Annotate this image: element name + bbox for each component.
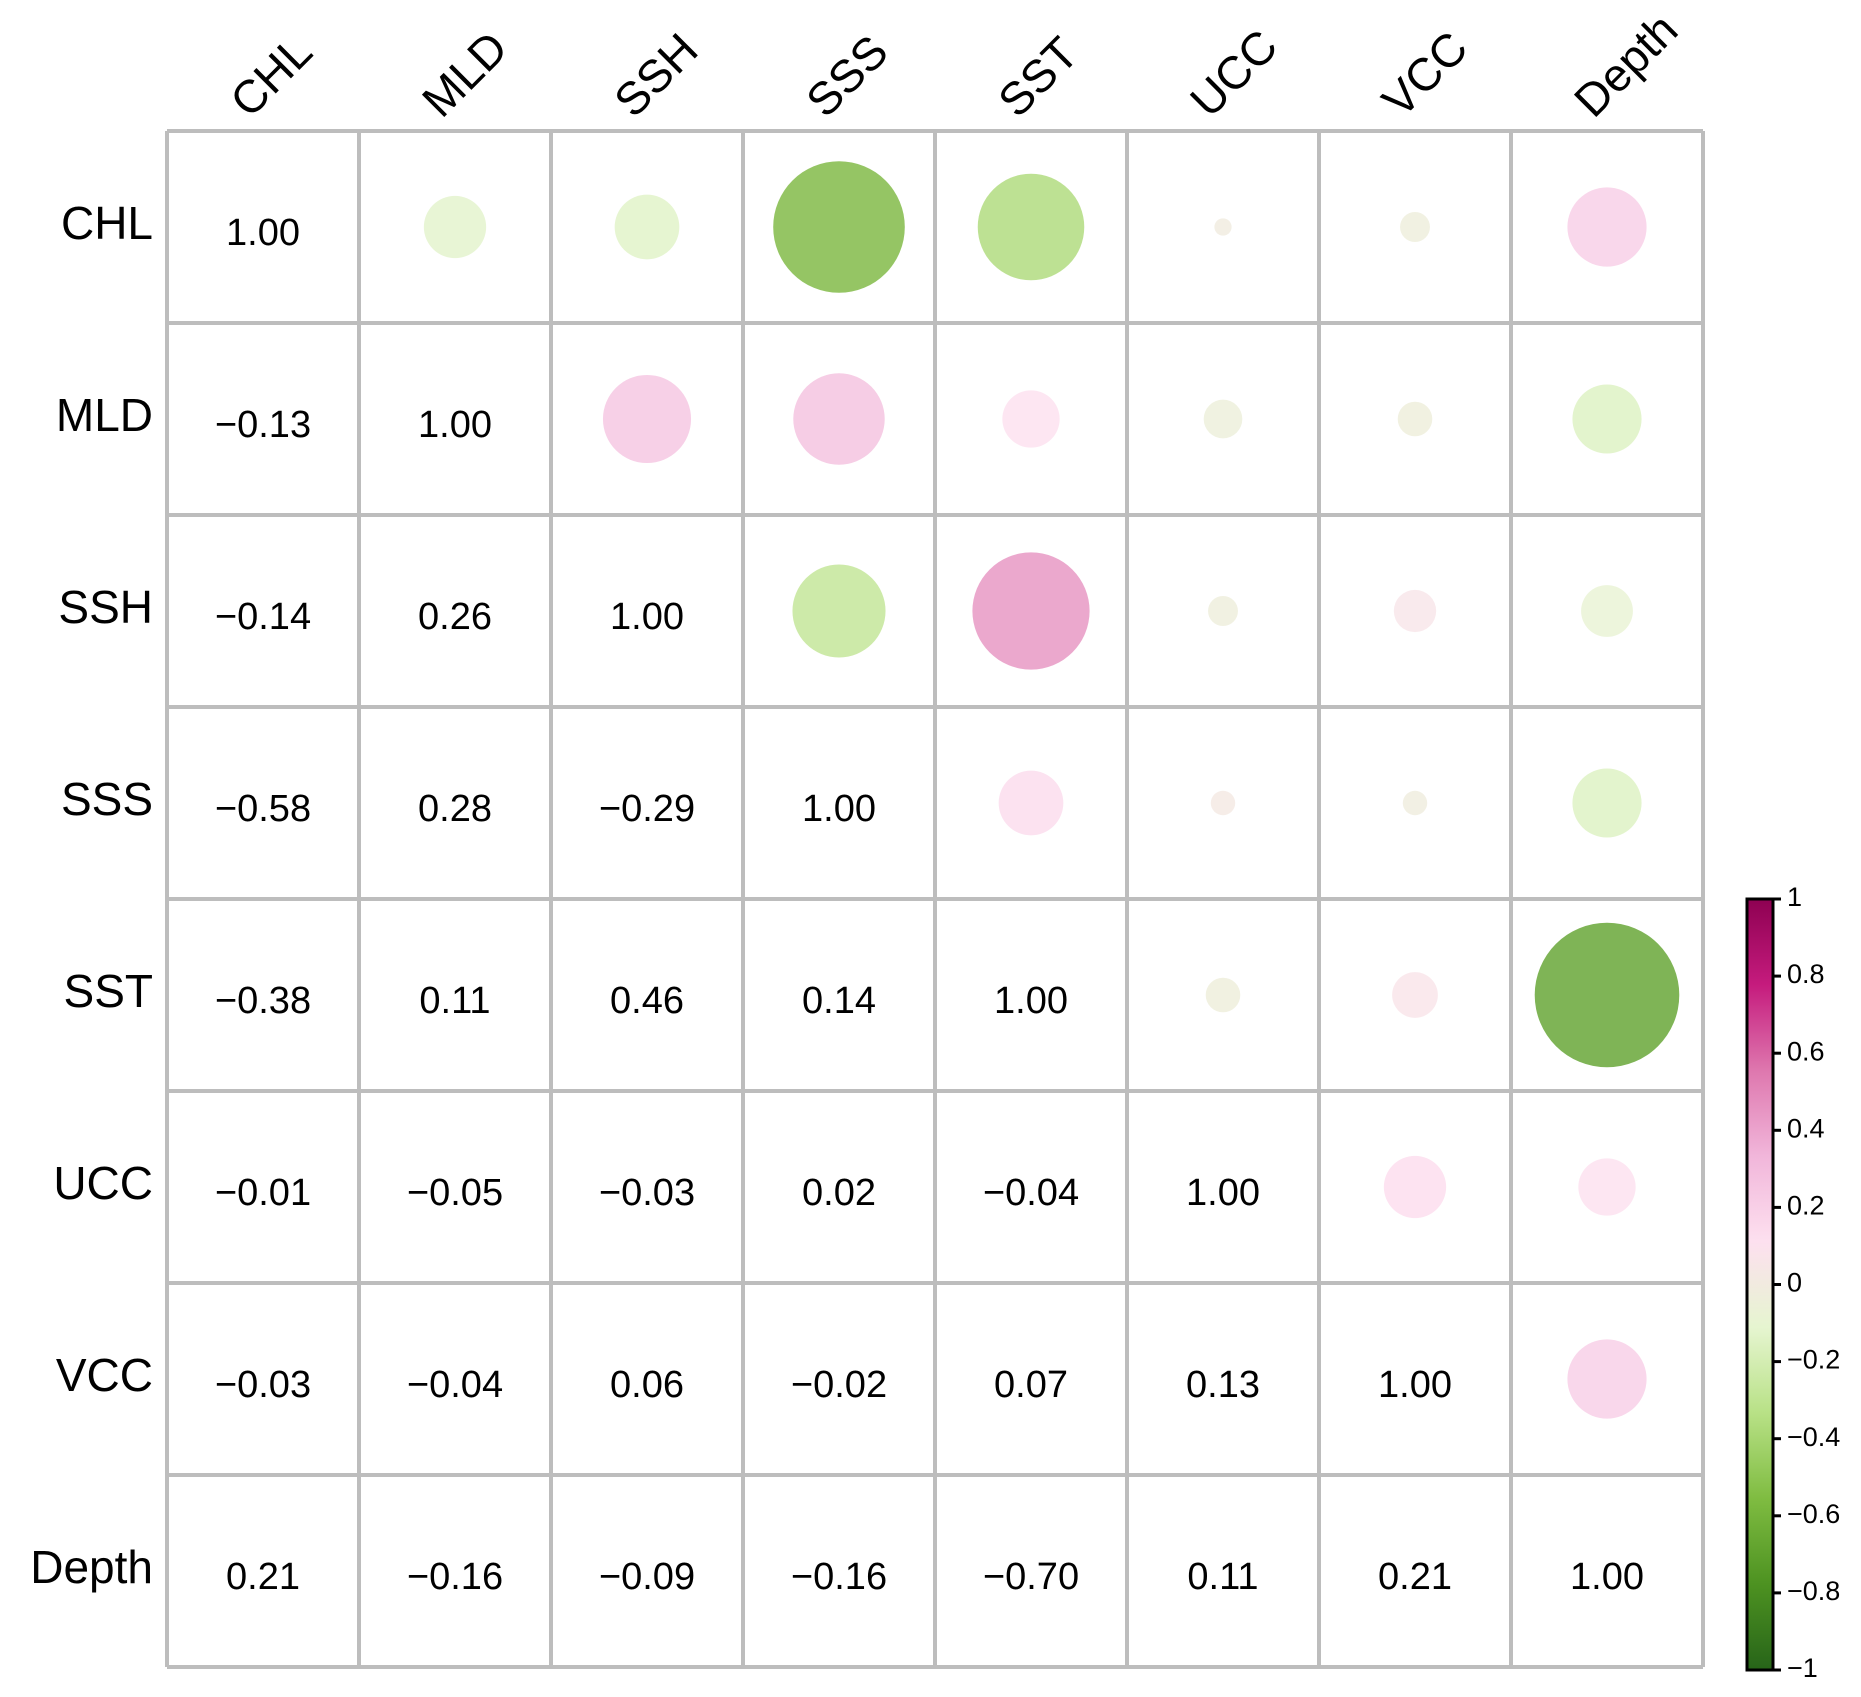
- corr-circle: [1534, 922, 1680, 1068]
- corr-circle: [1205, 977, 1241, 1013]
- value-label: 1.00: [802, 788, 876, 830]
- colorbar-tick-label: 0: [1787, 1268, 1802, 1298]
- corr-circle: [1393, 589, 1437, 633]
- value-label: 0.46: [610, 980, 684, 1022]
- corr-circle: [972, 552, 1090, 670]
- row-label: MLD: [56, 389, 153, 441]
- value-label: 0.11: [419, 980, 490, 1022]
- value-label: 0.21: [226, 1556, 300, 1598]
- colorbar-tick-label: −0.4: [1787, 1422, 1840, 1452]
- corr-circle: [1383, 1155, 1447, 1219]
- row-label: Depth: [30, 1541, 153, 1593]
- colorbar-tick-label: 1: [1787, 882, 1802, 912]
- corr-circle: [614, 194, 680, 260]
- corr-circle: [773, 161, 905, 293]
- row-label: SSS: [61, 773, 153, 825]
- row-label: SSH: [58, 581, 153, 633]
- corr-circle: [1002, 390, 1060, 448]
- colorbar-tick-label: −0.8: [1787, 1576, 1840, 1606]
- value-label: 1.00: [1570, 1556, 1644, 1598]
- value-label: −0.03: [599, 1172, 695, 1214]
- colorbar-tick-label: 0.8: [1787, 959, 1825, 989]
- value-label: −0.04: [407, 1364, 503, 1406]
- value-label: 0.13: [1186, 1364, 1260, 1406]
- value-label: −0.05: [407, 1172, 503, 1214]
- value-label: −0.38: [215, 980, 311, 1022]
- corr-circle: [1567, 1339, 1647, 1419]
- value-label: 1.00: [226, 212, 300, 254]
- value-label: 0.28: [418, 788, 492, 830]
- colorbar-tick-label: −1: [1787, 1653, 1818, 1683]
- value-label: 1.00: [610, 596, 684, 638]
- value-label: 1.00: [994, 980, 1068, 1022]
- value-label: 1.00: [418, 404, 492, 446]
- corr-circle: [1397, 401, 1433, 437]
- row-label: CHL: [61, 197, 153, 249]
- colorbar: [1745, 897, 1775, 1672]
- corr-circle: [602, 374, 692, 464]
- value-label: 1.00: [1378, 1364, 1452, 1406]
- corr-circle: [1214, 218, 1232, 236]
- corr-circle: [423, 195, 487, 259]
- value-label: −0.01: [215, 1172, 311, 1214]
- column-label: SST: [988, 27, 1088, 127]
- row-label: VCC: [56, 1349, 153, 1401]
- colorbar-tick-label: 0.4: [1787, 1113, 1825, 1143]
- corr-circle: [792, 564, 886, 658]
- column-label: CHL: [220, 25, 322, 127]
- corr-circle: [1572, 384, 1642, 454]
- value-label: 0.06: [610, 1364, 684, 1406]
- value-label: −0.02: [791, 1364, 887, 1406]
- value-label: −0.29: [599, 788, 695, 830]
- value-label: 0.11: [1187, 1556, 1258, 1598]
- colorbar-tick-label: −0.6: [1787, 1499, 1840, 1529]
- corr-circle: [977, 173, 1085, 281]
- column-label: SSS: [796, 25, 898, 127]
- value-label: −0.13: [215, 404, 311, 446]
- corr-circle: [1581, 585, 1633, 637]
- value-label: −0.04: [983, 1172, 1079, 1214]
- value-label: −0.70: [983, 1556, 1079, 1598]
- corr-circle: [1392, 972, 1438, 1018]
- corr-circle: [1578, 1158, 1636, 1216]
- corr-circle: [1402, 790, 1428, 816]
- value-label: −0.16: [791, 1556, 887, 1598]
- corr-circle: [1400, 212, 1430, 242]
- value-label: −0.09: [599, 1556, 695, 1598]
- colorbar-tick-label: 0.2: [1787, 1191, 1825, 1221]
- value-label: 0.21: [1378, 1556, 1452, 1598]
- value-label: −0.03: [215, 1364, 311, 1406]
- row-label: SST: [64, 965, 153, 1017]
- value-label: −0.14: [215, 596, 311, 638]
- corr-circle: [793, 373, 885, 465]
- corr-circle: [1208, 596, 1238, 626]
- value-label: 1.00: [1186, 1172, 1260, 1214]
- corr-circle: [998, 770, 1064, 836]
- value-label: 0.26: [418, 596, 492, 638]
- colorbar-tick-label: −0.2: [1787, 1345, 1840, 1375]
- corr-circle: [1210, 790, 1236, 816]
- column-label: VCC: [1372, 21, 1477, 126]
- corr-circle: [1567, 187, 1647, 267]
- value-label: 0.02: [802, 1172, 876, 1214]
- column-label: SSH: [604, 23, 708, 127]
- corr-circle: [1203, 399, 1243, 439]
- value-label: −0.16: [407, 1556, 503, 1598]
- value-label: 0.14: [802, 980, 876, 1022]
- value-label: −0.58: [215, 788, 311, 830]
- value-label: 0.07: [994, 1364, 1068, 1406]
- column-label: Depth: [1564, 3, 1688, 127]
- corr-circle: [1572, 768, 1642, 838]
- column-label: UCC: [1180, 19, 1287, 126]
- column-label: MLD: [412, 21, 517, 126]
- row-label: UCC: [53, 1157, 153, 1209]
- colorbar-tick-label: 0.6: [1787, 1036, 1825, 1066]
